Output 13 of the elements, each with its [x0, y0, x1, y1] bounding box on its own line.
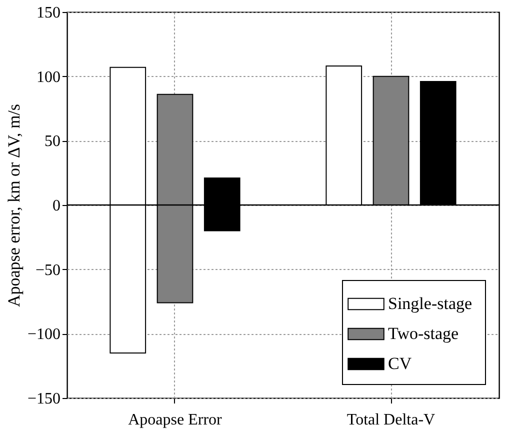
x-tick-label: Apoapse Error	[128, 412, 223, 428]
y-axis-title: Apoapse error, km or ΔV, m/s	[4, 104, 24, 308]
y-tick-label: −100	[27, 326, 60, 344]
legend-label: CV	[388, 354, 412, 373]
legend-label: Single-stage	[388, 294, 472, 313]
legend-label: Two-stage	[388, 324, 459, 343]
y-tick-label: 50	[44, 133, 60, 150]
x-tick-label: Total Delta-V	[346, 412, 436, 428]
y-tick-label: 100	[36, 68, 60, 86]
y-tick-label: 0	[52, 198, 60, 214]
y-tick-label: 150	[36, 4, 60, 22]
y-tick-label: −50	[35, 262, 60, 279]
y-tick-label: −150	[27, 390, 60, 408]
